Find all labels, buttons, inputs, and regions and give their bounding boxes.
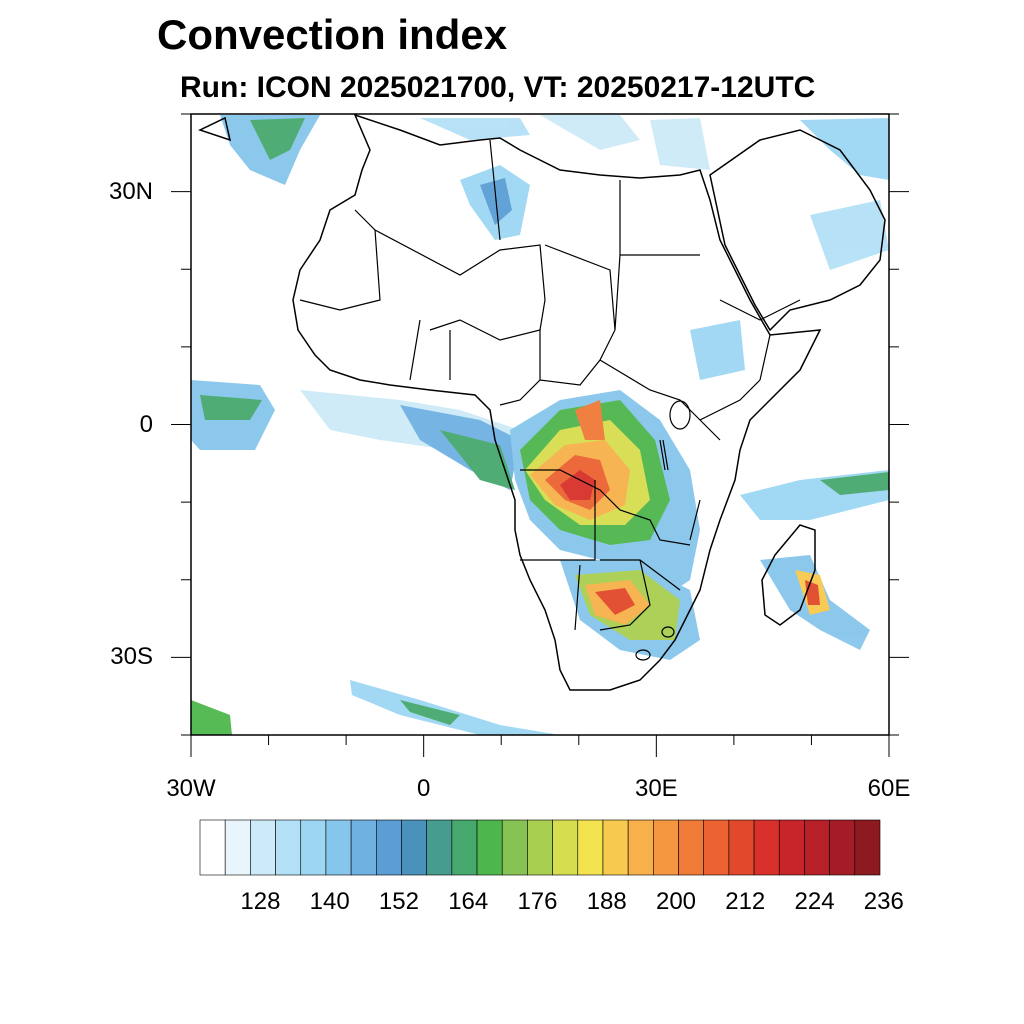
colorbar-box: [703, 819, 730, 876]
colorbar-box: [627, 819, 654, 876]
colorbar-box: [527, 819, 553, 876]
colorbar-box: [753, 819, 780, 876]
colorbar-box: [275, 819, 302, 876]
lon-ticks: [190, 735, 890, 757]
colorbar-box: [451, 819, 478, 876]
colorbar-box: [778, 819, 805, 876]
colorbar-label: 152: [378, 888, 419, 915]
country-borders: [299, 139, 801, 631]
colorbar-box: [602, 819, 629, 876]
colorbar-box: [476, 819, 503, 876]
lon-tick-label: 30E: [634, 775, 678, 802]
colorbar-box: [325, 819, 352, 876]
colorbar-label: 176: [517, 888, 558, 915]
colorbar-box: [653, 819, 679, 876]
colorbar-box: [375, 819, 402, 876]
lon-tick-label: 60E: [867, 775, 911, 802]
colorbar-label: 200: [655, 888, 697, 915]
colorbar-box: [728, 819, 755, 876]
colorbar-box: [854, 819, 881, 876]
colorbar-box: [501, 819, 528, 876]
colorbar-label: 128: [240, 888, 281, 915]
lat-ticks: [171, 113, 909, 736]
chart-subtitle: Run: ICON 2025021700, VT: 20250217-12UTC: [180, 71, 816, 104]
convection-field: [191, 115, 889, 735]
colorbar-box: [401, 819, 427, 876]
colorbar-box: [426, 819, 453, 876]
colorbar-box: [577, 819, 604, 876]
colorbar-box: [224, 819, 251, 876]
colorbar-box: [678, 819, 705, 876]
colorbar-label: 188: [586, 888, 627, 915]
lon-tick-label: 30W: [166, 775, 216, 802]
lat-tick-label: 0: [139, 410, 153, 438]
colorbar-box: [300, 819, 327, 876]
colorbar-box: [552, 819, 579, 876]
colorbar-box: [804, 819, 830, 876]
colorbar-label: 224: [794, 888, 835, 915]
colorbar-box: [199, 819, 226, 876]
colorbar-box: [350, 819, 377, 876]
lon-tick-label: 0: [416, 775, 431, 802]
colorbar-box: [250, 819, 276, 876]
lat-tick-label: 30S: [110, 643, 153, 671]
colorbar-label: 164: [448, 888, 489, 915]
colorbar-label: 140: [309, 888, 350, 915]
lakes: [635, 400, 691, 661]
colorbar-box: [829, 819, 856, 876]
colorbar-label: 212: [725, 888, 766, 915]
lat-tick-label: 30N: [108, 177, 153, 205]
chart-title: Convection index: [157, 11, 508, 58]
coastline: [198, 114, 886, 691]
colorbar-label: 236: [863, 888, 904, 915]
